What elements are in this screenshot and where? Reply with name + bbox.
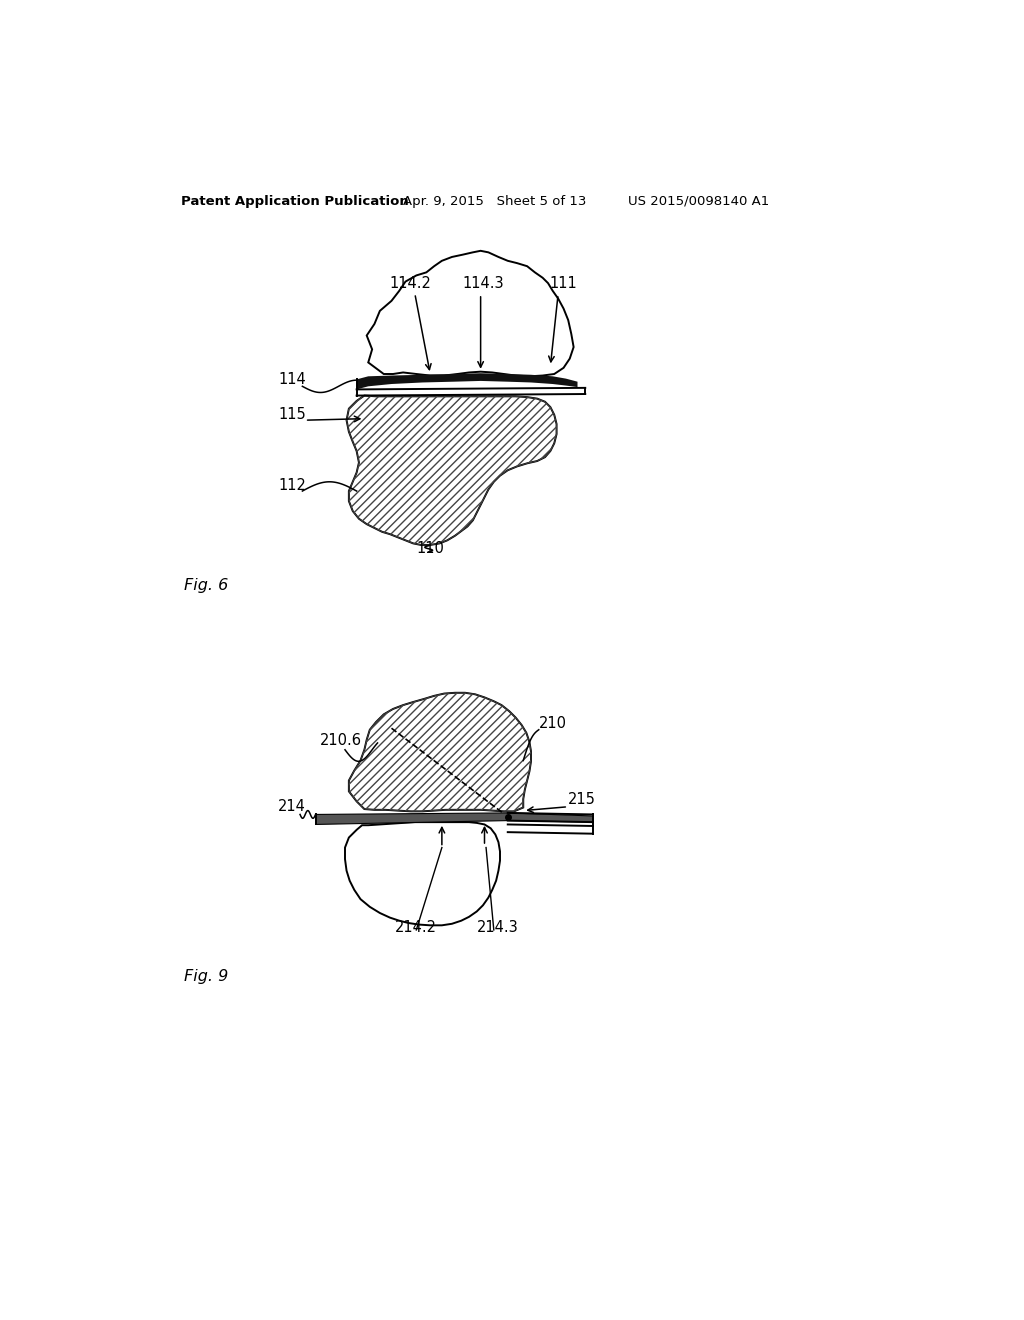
- Polygon shape: [367, 251, 573, 376]
- Polygon shape: [346, 396, 557, 545]
- Text: Patent Application Publication: Patent Application Publication: [180, 194, 409, 207]
- Polygon shape: [345, 822, 500, 925]
- Text: 210.6: 210.6: [321, 733, 362, 748]
- Text: Fig. 9: Fig. 9: [183, 969, 228, 983]
- Text: US 2015/0098140 A1: US 2015/0098140 A1: [628, 194, 769, 207]
- Text: 215: 215: [568, 792, 596, 807]
- Text: 214.2: 214.2: [395, 920, 437, 936]
- Text: Apr. 9, 2015   Sheet 5 of 13: Apr. 9, 2015 Sheet 5 of 13: [403, 194, 587, 207]
- Text: 114.3: 114.3: [463, 276, 505, 290]
- Text: 214: 214: [279, 800, 306, 814]
- Text: 214.3: 214.3: [477, 920, 518, 936]
- Text: 112: 112: [279, 478, 306, 492]
- Polygon shape: [315, 813, 593, 825]
- Text: 115: 115: [279, 407, 306, 421]
- Text: Fig. 6: Fig. 6: [183, 578, 228, 593]
- Text: 210: 210: [539, 717, 566, 731]
- Text: 114.2: 114.2: [389, 276, 431, 290]
- Text: 114: 114: [279, 372, 306, 387]
- Polygon shape: [356, 374, 578, 389]
- Text: 110: 110: [417, 541, 444, 557]
- Text: 111: 111: [550, 276, 578, 290]
- Polygon shape: [349, 693, 531, 812]
